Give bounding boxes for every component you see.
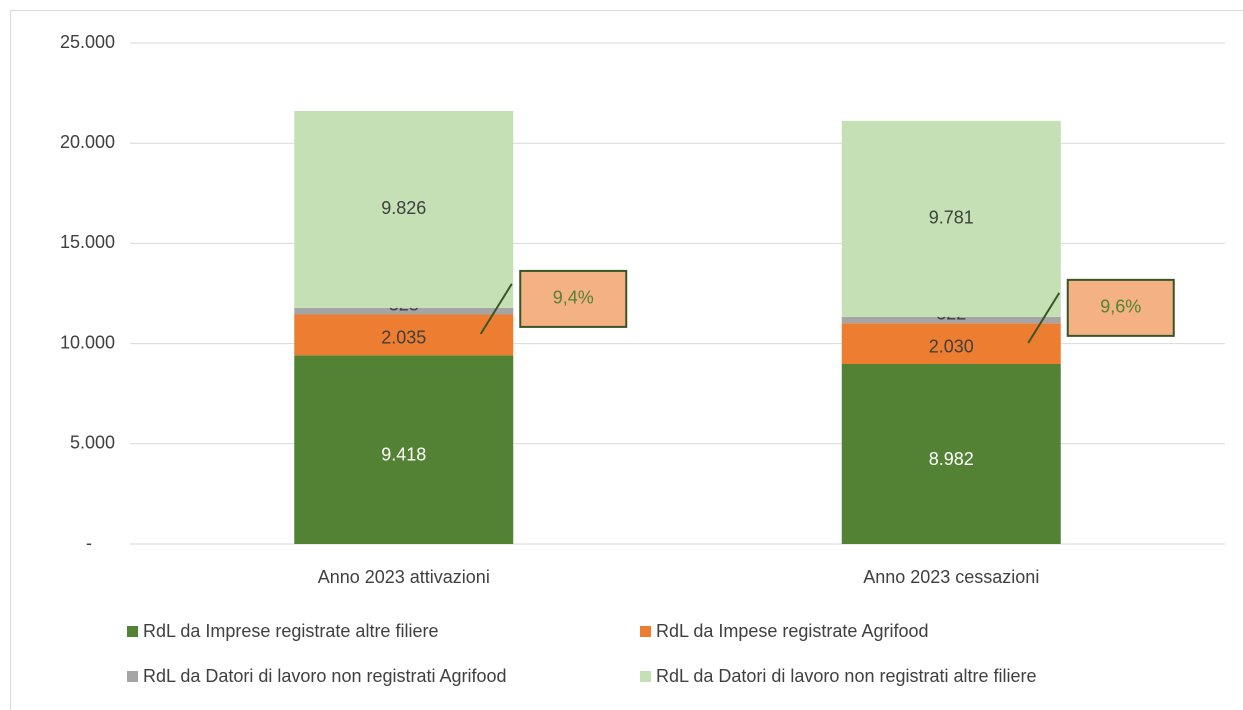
- legend-label: RdL da Datori di lavoro non registrati a…: [656, 666, 1037, 686]
- bar-segment: [841, 316, 1061, 324]
- annotation-box: [519, 269, 628, 328]
- legend-label: RdL da Impese registrate Agrifood: [656, 621, 929, 641]
- legend-label: RdL da Datori di lavoro non registrati A…: [143, 666, 507, 686]
- annotation-box: [1066, 278, 1175, 337]
- bar-segment: [294, 314, 514, 356]
- data-label: 9.418: [381, 444, 426, 464]
- legend-swatch: [127, 626, 138, 637]
- y-tick-label: -: [86, 533, 92, 553]
- annotation-leader: [1027, 292, 1061, 344]
- annotation: 9,6%: [1100, 297, 1141, 317]
- bar-segment: [294, 110, 514, 308]
- y-tick-label: 5.000: [70, 433, 115, 453]
- legend-swatch: [127, 671, 138, 682]
- annotation: 9,4%: [553, 288, 594, 308]
- bar-segment: [841, 323, 1061, 365]
- data-label: 2.035: [381, 328, 426, 348]
- legend-swatch: [640, 671, 651, 682]
- data-label: 2.030: [929, 336, 974, 356]
- annotation-leader: [479, 283, 513, 335]
- y-tick-label: 10.000: [60, 332, 115, 352]
- data-label: 9.826: [381, 198, 426, 218]
- y-tick-label: 20.000: [60, 132, 115, 152]
- x-tick-label: Anno 2023 attivazioni: [318, 567, 490, 587]
- legend-swatch: [640, 626, 651, 637]
- y-tick-label: 25.000: [60, 32, 115, 52]
- x-tick-label: Anno 2023 cessazioni: [863, 567, 1039, 587]
- data-label: 9.781: [929, 208, 974, 228]
- data-label: 8.982: [929, 449, 974, 469]
- bar-segment: [841, 120, 1061, 317]
- bar-segment: [294, 355, 514, 544]
- legend-label: RdL da Imprese registrate altre filiere: [143, 621, 438, 641]
- bar-segment: [841, 364, 1061, 544]
- bar-segment: [294, 307, 514, 315]
- y-tick-label: 15.000: [60, 232, 115, 252]
